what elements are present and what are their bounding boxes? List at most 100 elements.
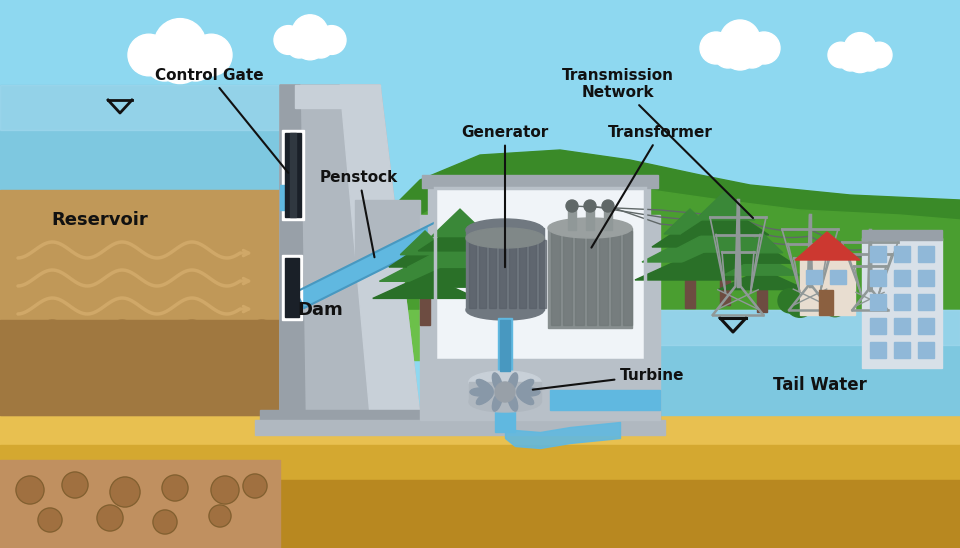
Bar (500, 320, 510, 371)
Bar (870, 246, 886, 262)
Ellipse shape (469, 392, 541, 412)
Polygon shape (0, 85, 280, 190)
Bar (757, 289, 767, 312)
Bar (806, 270, 822, 284)
Bar (918, 318, 934, 334)
Bar (519, 240, 526, 308)
Circle shape (156, 37, 204, 84)
Bar (586, 208, 594, 230)
Ellipse shape (466, 300, 544, 320)
Circle shape (798, 289, 822, 313)
Polygon shape (795, 232, 860, 260)
Polygon shape (280, 185, 300, 210)
Polygon shape (399, 260, 520, 287)
Circle shape (128, 34, 170, 76)
Polygon shape (407, 240, 513, 267)
Ellipse shape (508, 392, 517, 411)
Ellipse shape (476, 379, 493, 393)
Bar (918, 246, 934, 262)
Polygon shape (732, 243, 792, 263)
Circle shape (602, 200, 614, 212)
Bar (455, 287, 465, 318)
Circle shape (146, 44, 182, 81)
Bar (282, 130, 304, 220)
Ellipse shape (516, 379, 534, 393)
Polygon shape (340, 85, 420, 415)
Bar (509, 240, 516, 308)
Bar (495, 402, 515, 432)
Bar (604, 208, 612, 230)
Bar (539, 240, 546, 308)
Text: Generator: Generator (462, 125, 548, 267)
Polygon shape (296, 212, 464, 308)
Ellipse shape (492, 373, 502, 392)
Bar (894, 294, 910, 310)
Bar (870, 294, 886, 310)
Circle shape (16, 476, 44, 504)
Circle shape (154, 19, 206, 71)
Polygon shape (682, 206, 769, 235)
Text: Control Gate: Control Gate (155, 68, 288, 173)
Circle shape (38, 508, 62, 532)
Circle shape (700, 32, 732, 64)
Ellipse shape (466, 228, 544, 248)
Circle shape (807, 288, 828, 309)
Polygon shape (435, 188, 645, 360)
Polygon shape (0, 190, 280, 415)
Polygon shape (420, 215, 660, 420)
Bar (469, 240, 476, 308)
Bar (489, 240, 496, 308)
Ellipse shape (492, 392, 502, 411)
Bar (623, 231, 632, 325)
Polygon shape (380, 310, 960, 360)
Circle shape (828, 42, 853, 68)
Polygon shape (0, 0, 280, 135)
Polygon shape (664, 209, 716, 234)
Bar (685, 280, 695, 308)
Circle shape (833, 293, 853, 313)
Circle shape (846, 44, 875, 72)
Ellipse shape (469, 371, 541, 393)
Polygon shape (0, 480, 960, 548)
Bar (870, 270, 886, 286)
Polygon shape (0, 460, 280, 548)
Polygon shape (255, 420, 665, 435)
Polygon shape (0, 445, 960, 548)
Circle shape (867, 42, 892, 68)
Bar (575, 231, 584, 325)
Circle shape (858, 49, 881, 71)
Polygon shape (695, 191, 755, 220)
Circle shape (584, 200, 596, 212)
Circle shape (274, 26, 302, 54)
Bar (862, 230, 942, 240)
Ellipse shape (470, 388, 490, 396)
Circle shape (495, 382, 515, 402)
Polygon shape (431, 209, 489, 237)
Bar (529, 240, 536, 308)
Circle shape (722, 34, 758, 70)
Text: Tail Water: Tail Water (773, 376, 867, 394)
Circle shape (566, 200, 578, 212)
Bar (894, 318, 910, 334)
Bar (830, 270, 846, 284)
Bar (894, 270, 910, 286)
Polygon shape (380, 150, 960, 320)
Bar (548, 228, 632, 328)
Polygon shape (741, 233, 782, 253)
Bar (479, 240, 486, 308)
Bar (469, 382, 541, 402)
Bar (568, 208, 576, 230)
Circle shape (292, 15, 328, 51)
Bar (862, 238, 942, 368)
Ellipse shape (548, 218, 632, 238)
Circle shape (714, 40, 742, 68)
Polygon shape (372, 275, 477, 299)
Bar (587, 231, 596, 325)
Ellipse shape (516, 391, 534, 404)
Bar (918, 294, 934, 310)
Bar (894, 342, 910, 358)
Circle shape (824, 293, 847, 317)
Polygon shape (419, 224, 502, 251)
Circle shape (209, 505, 231, 527)
Bar (870, 318, 886, 334)
